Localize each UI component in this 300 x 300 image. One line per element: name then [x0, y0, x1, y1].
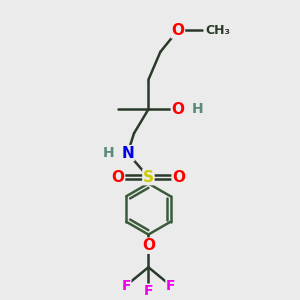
Text: O: O [171, 102, 184, 117]
Text: O: O [171, 23, 184, 38]
Text: O: O [112, 169, 124, 184]
Text: S: S [143, 169, 154, 184]
Text: F: F [144, 284, 153, 298]
Text: F: F [121, 279, 131, 292]
Text: O: O [142, 238, 155, 253]
Text: CH₃: CH₃ [206, 24, 231, 37]
Text: N: N [121, 146, 134, 161]
Text: O: O [172, 169, 185, 184]
Text: F: F [166, 279, 175, 292]
Text: H: H [103, 146, 114, 160]
Text: H: H [192, 102, 204, 116]
